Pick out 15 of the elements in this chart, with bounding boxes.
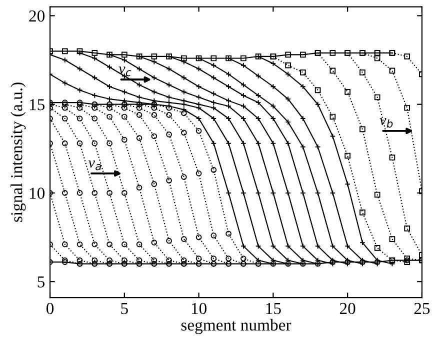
- annotation: v$_{c}$: [118, 66, 132, 76]
- annotation: v$_{b}$: [380, 118, 393, 128]
- x-tick-label: 15: [266, 302, 281, 314]
- x-tick-label: 0: [46, 302, 54, 314]
- y-tick-label: 20: [29, 10, 45, 22]
- x-axis-title: segment number: [181, 318, 292, 334]
- annotation: v$_{a}$: [88, 160, 101, 170]
- y-tick-label: 5: [38, 276, 45, 288]
- y-tick-label: 15: [30, 99, 45, 110]
- x-tick-label: 20: [340, 302, 356, 314]
- y-axis-title: signal intensity (a.u.): [10, 82, 26, 222]
- x-tick-label: 5: [121, 303, 128, 314]
- x-tick-label: 25: [414, 302, 430, 314]
- x-tick-label: 10: [192, 302, 206, 314]
- y-tick-label: 10: [30, 188, 45, 199]
